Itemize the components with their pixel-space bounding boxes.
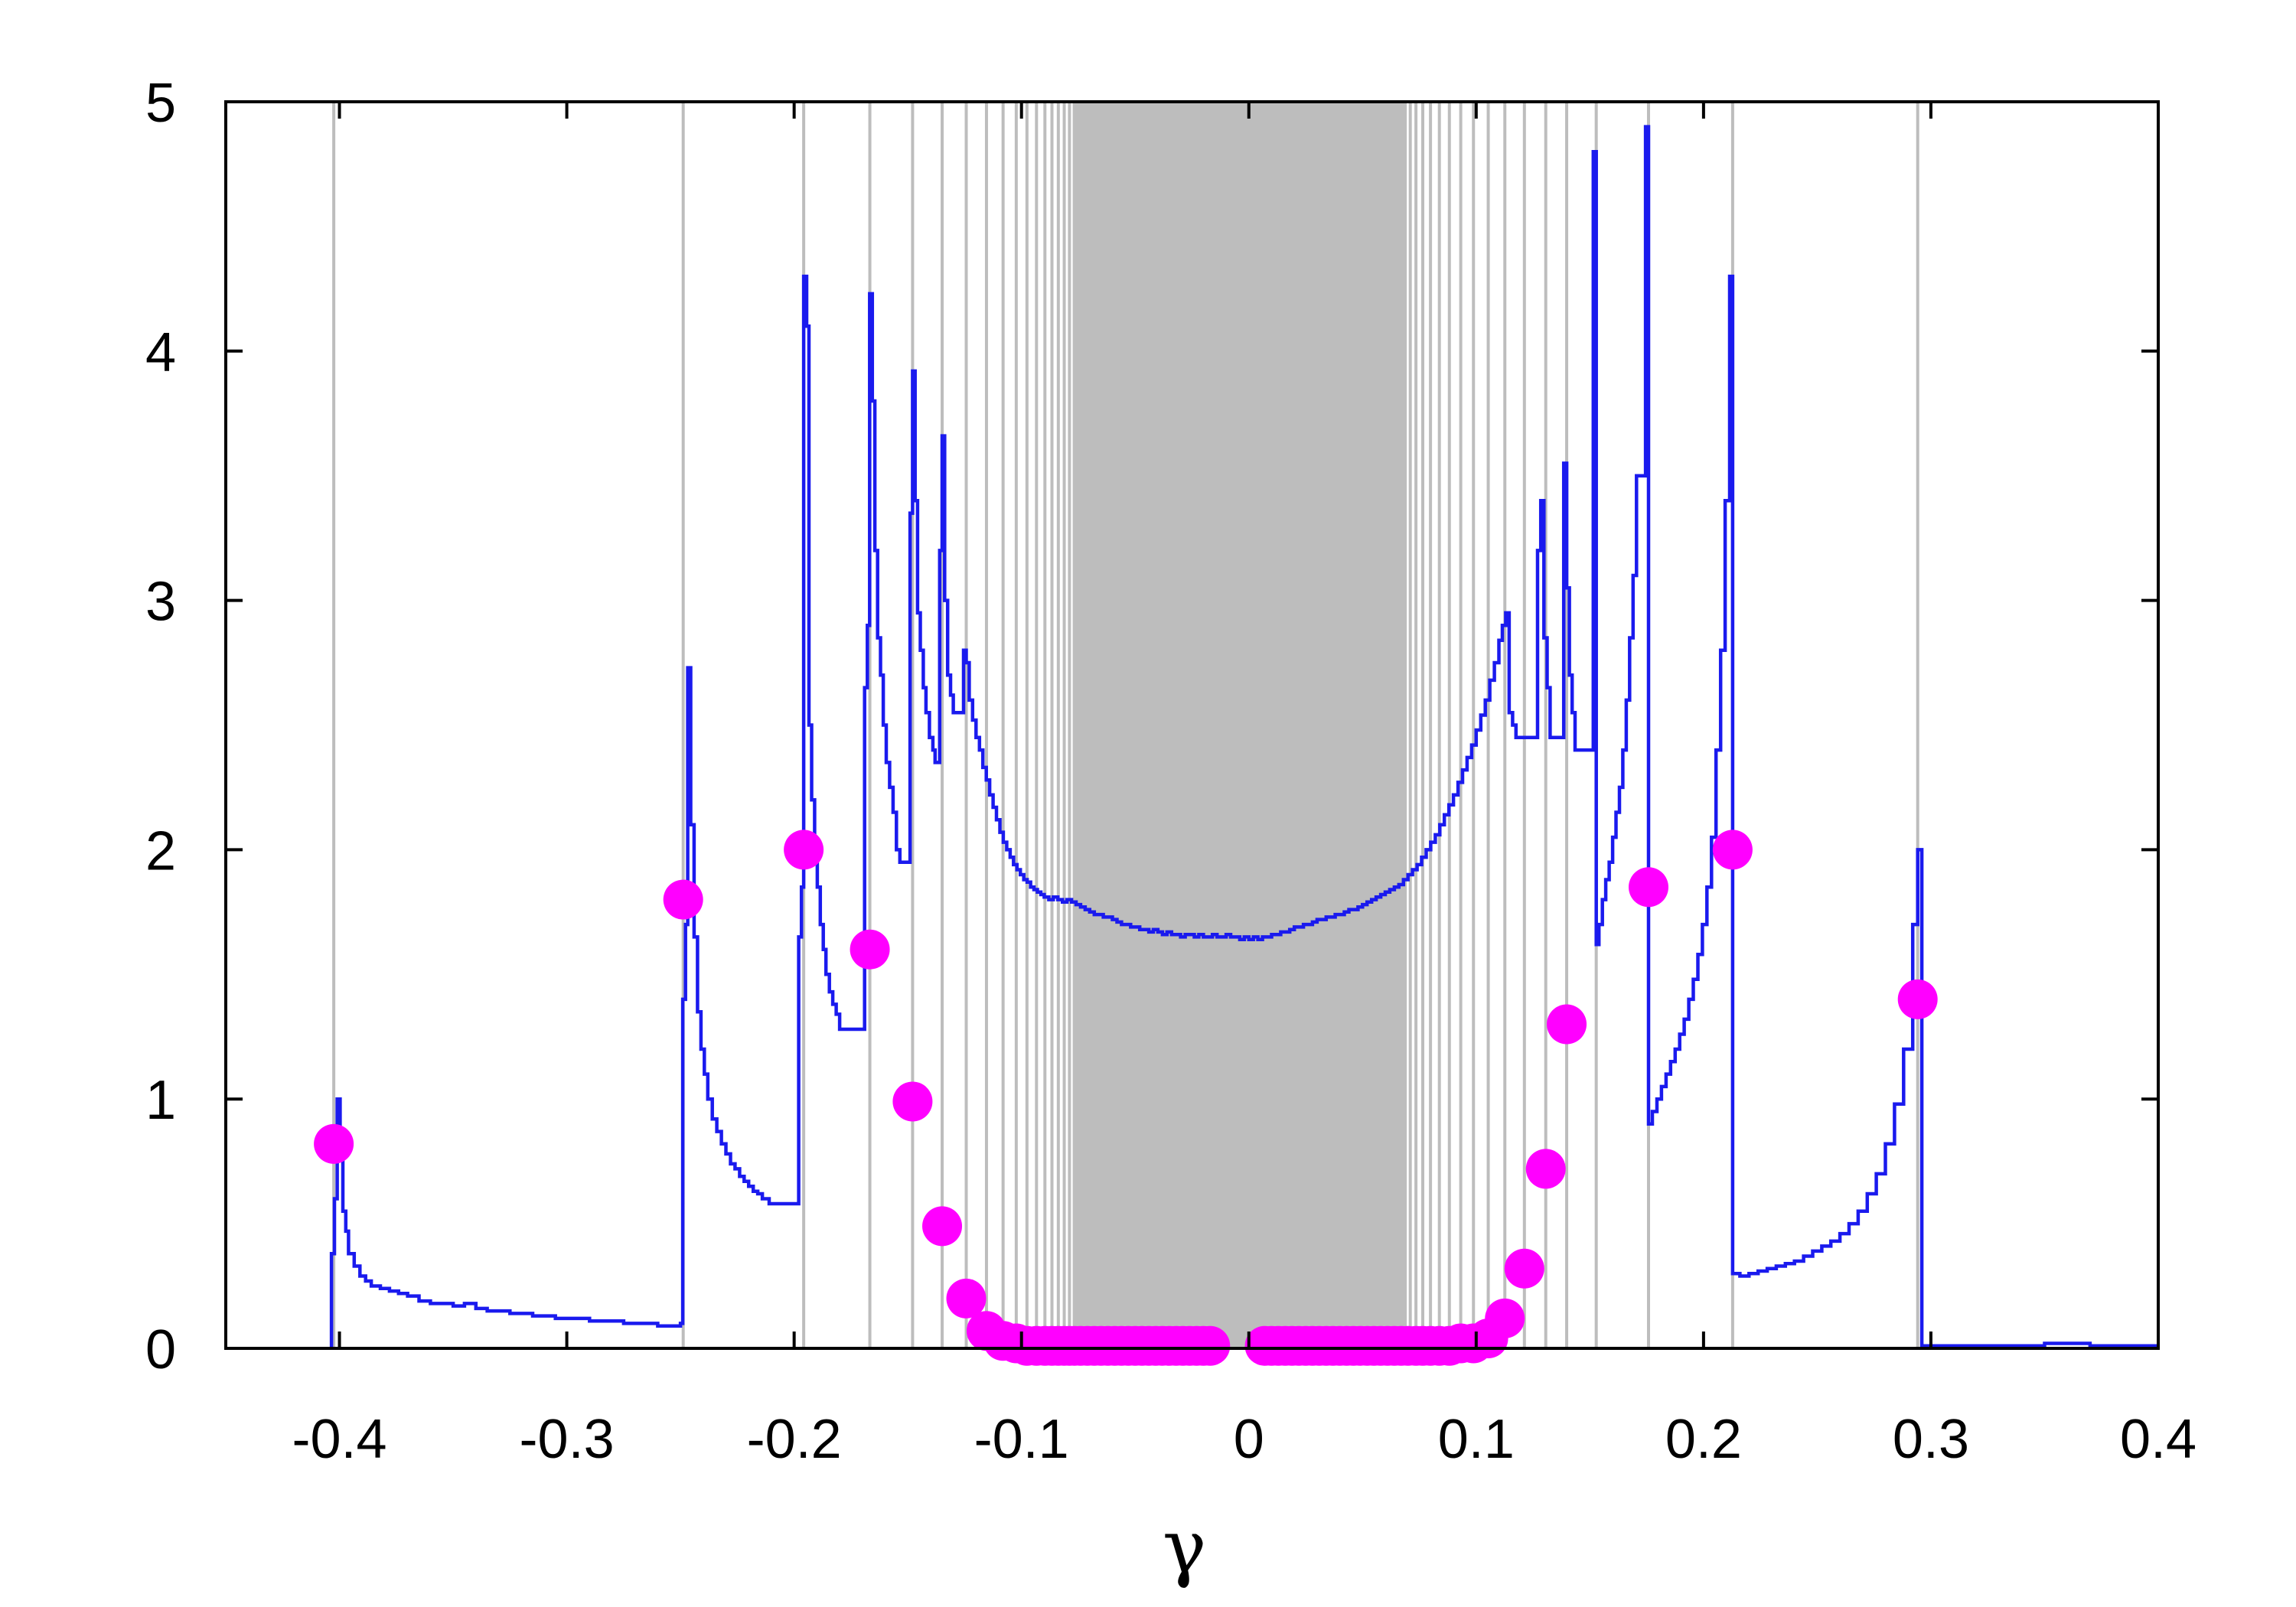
scatter-point: [1190, 1325, 1231, 1366]
scatter-point: [1628, 867, 1668, 908]
axis-ticks: -0.4 -0.3 -0.2 -0.1 0 0.1 0.2 0.3 0.4 0 1 2 3 4 5: [145, 73, 2197, 1470]
x-tick-label: -0.1: [974, 1409, 1069, 1470]
y-tick-label: 5: [145, 73, 176, 134]
scatter-point: [946, 1278, 987, 1319]
x-tick-label: 0.1: [1438, 1409, 1515, 1470]
plot-frame: [224, 100, 2160, 1350]
scatter-point: [314, 1123, 354, 1164]
x-tick-label: -0.4: [292, 1409, 386, 1470]
y-tick-label: 4: [145, 322, 176, 383]
x-tick-label: 0.4: [2120, 1409, 2197, 1470]
y-tick-label: 3: [145, 572, 176, 633]
scatter-point: [1547, 1004, 1587, 1045]
scatter-point: [1897, 979, 1938, 1019]
plot-area: [314, 102, 2158, 1366]
scatter-point: [1485, 1298, 1525, 1338]
scatter-point: [922, 1206, 963, 1247]
x-tick-label: 0.2: [1665, 1409, 1742, 1470]
histogram-series-line: [329, 125, 2158, 1348]
x-tick-label: 0: [1234, 1409, 1264, 1470]
scatter-point: [663, 879, 703, 920]
scatter-point: [1712, 830, 1753, 870]
x-tick-label: -0.3: [520, 1409, 615, 1470]
y-tick-label: 0: [145, 1319, 176, 1380]
scatter-point: [1504, 1248, 1544, 1289]
x-axis-label: γ: [1163, 1504, 1206, 1590]
x-tick-label: -0.2: [747, 1409, 842, 1470]
y-tick-label: 1: [145, 1070, 176, 1131]
scatter-point: [1525, 1149, 1566, 1189]
y-tick-label: 2: [145, 820, 176, 882]
shaded-band: [1074, 102, 1406, 1348]
x-tick-label: 0.3: [1893, 1409, 1969, 1470]
scatter-point: [850, 929, 890, 970]
scatter-point: [892, 1081, 933, 1122]
scatter-point: [784, 830, 824, 870]
